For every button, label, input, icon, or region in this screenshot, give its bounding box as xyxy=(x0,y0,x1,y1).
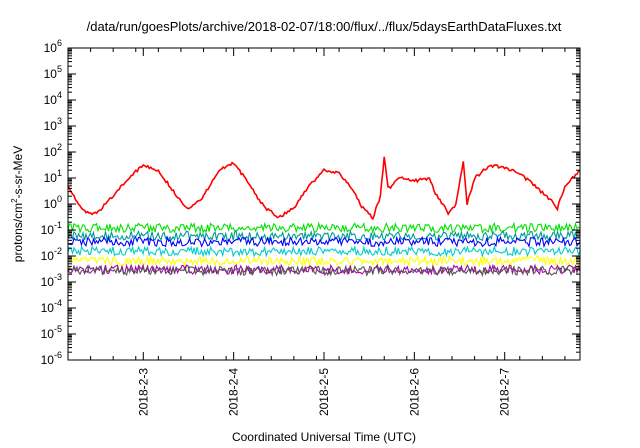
y-tick-exp: 1 xyxy=(57,168,62,178)
y-tick-exp: -2 xyxy=(54,246,62,256)
y-tick-label: 10-5 xyxy=(41,324,62,341)
y-tick-base: 10 xyxy=(44,93,58,107)
y-tick-exp: -3 xyxy=(54,272,62,282)
y-tick-label: 106 xyxy=(44,38,62,55)
y-tick-label: 103 xyxy=(44,116,62,133)
y-tick-exp: -5 xyxy=(54,324,62,334)
x-tick-label: 2018-2-7 xyxy=(498,368,512,416)
y-tick-exp: -6 xyxy=(54,350,62,360)
x-axis-ticks: 2018-2-3 2018-2-4 2018-2-5 2018-2-6 2018-2-7 xyxy=(67,48,566,416)
y-tick-exp: 2 xyxy=(57,142,62,152)
y-tick-exp: 6 xyxy=(57,38,62,48)
y-axis-label-base: protons/cm xyxy=(11,203,25,262)
y-tick-base: 10 xyxy=(41,223,55,237)
y-tick-exp: 5 xyxy=(57,64,62,74)
y-axis-label-rest: -s-sr-MeV xyxy=(11,146,25,199)
y-axis-label-sup: 2 xyxy=(10,198,19,203)
series-line-main xyxy=(67,156,581,221)
series-line xyxy=(67,221,581,235)
y-tick-base: 10 xyxy=(41,275,55,289)
y-tick-exp: 3 xyxy=(57,116,62,126)
y-tick-label: 10-3 xyxy=(41,272,62,289)
series-line xyxy=(67,244,581,258)
y-tick-base: 10 xyxy=(41,327,55,341)
y-tick-exp: -1 xyxy=(54,220,62,230)
y-tick-label: 10-6 xyxy=(41,350,62,367)
y-axis-ticks: 10-610-510-410-310-210-11001011021031041… xyxy=(41,38,580,367)
y-tick-label: 104 xyxy=(44,90,62,107)
x-tick-label: 2018-2-5 xyxy=(317,368,331,416)
y-tick-base: 10 xyxy=(41,249,55,263)
y-tick-exp: 0 xyxy=(57,194,62,204)
y-tick-exp: 4 xyxy=(57,90,62,100)
y-axis-label: protons/cm2-s-sr-MeV xyxy=(10,146,25,262)
x-tick-label: 2018-2-6 xyxy=(407,368,421,416)
y-tick-base: 10 xyxy=(44,171,58,185)
y-tick-label: 105 xyxy=(44,64,62,81)
series-line xyxy=(67,229,581,243)
y-tick-exp: -4 xyxy=(54,298,62,308)
y-tick-label: 100 xyxy=(44,194,62,211)
y-tick-base: 10 xyxy=(41,353,55,367)
y-tick-label: 10-1 xyxy=(41,220,62,237)
y-tick-label: 10-2 xyxy=(41,246,62,263)
y-tick-base: 10 xyxy=(41,301,55,315)
series-group xyxy=(67,156,581,278)
y-tick-label: 102 xyxy=(44,142,62,159)
y-tick-label: 101 xyxy=(44,168,62,185)
plot-frame xyxy=(67,47,581,361)
x-tick-label: 2018-2-3 xyxy=(136,368,150,416)
y-tick-base: 10 xyxy=(44,67,58,81)
series-line xyxy=(67,235,581,249)
y-tick-base: 10 xyxy=(44,145,58,159)
y-tick-label: 10-4 xyxy=(41,298,62,315)
x-axis-label: Coordinated Universal Time (UTC) xyxy=(232,430,416,444)
y-tick-base: 10 xyxy=(44,197,58,211)
chart-title: /data/run/goesPlots/archive/2018-02-07/1… xyxy=(87,19,562,34)
series-line xyxy=(67,254,581,268)
y-tick-base: 10 xyxy=(44,119,58,133)
x-tick-label: 2018-2-4 xyxy=(227,368,241,416)
series-line xyxy=(67,264,581,278)
y-tick-base: 10 xyxy=(44,41,58,55)
